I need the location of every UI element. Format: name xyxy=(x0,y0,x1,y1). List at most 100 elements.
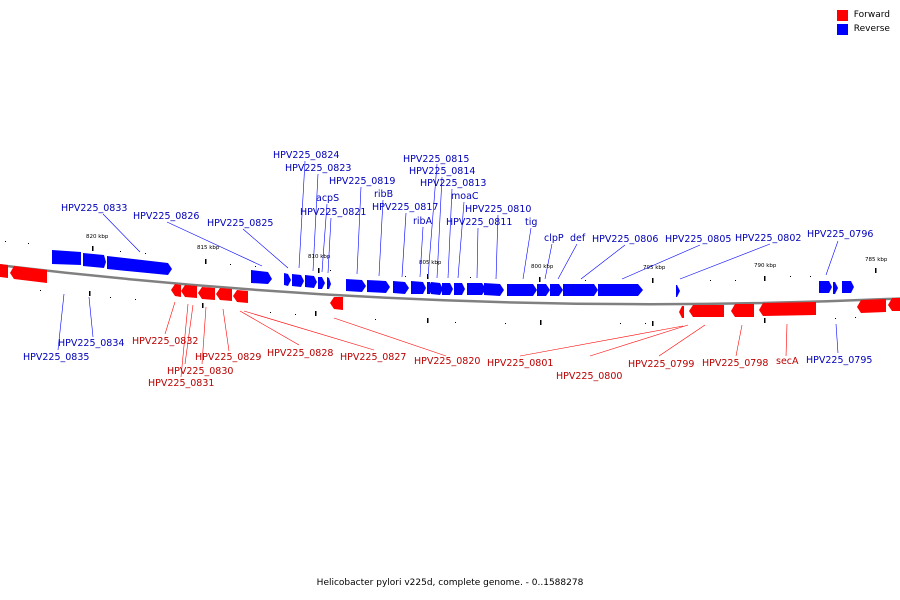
gene-label: acpS xyxy=(316,193,339,204)
gene-arrow xyxy=(679,306,684,318)
gene-label: HPV225_0826 xyxy=(133,211,199,222)
genome-caption: Helicobacter pylori v225d, complete geno… xyxy=(316,578,584,588)
forward-leaders xyxy=(164,301,788,378)
gene-label: HPV225_0825 xyxy=(207,218,273,229)
gene-label: HPV225_0815 xyxy=(403,154,469,165)
legend-item-reverse: Reverse xyxy=(836,22,890,36)
gene-arrow xyxy=(216,288,232,301)
gene-label: HPV225_0813 xyxy=(420,178,486,189)
gene-arrow xyxy=(411,281,426,294)
gene-label: HPV225_0798 xyxy=(702,358,768,369)
gene-label: HPV225_0811 xyxy=(446,217,512,228)
tick-label: 785 kbp xyxy=(865,257,888,263)
genome-axis xyxy=(0,263,900,306)
legend: Forward Reverse xyxy=(836,8,890,36)
tick-label: 820 kbp xyxy=(86,234,109,240)
gene-label: HPV225_0796 xyxy=(807,229,873,240)
gene-label: HPV225_0823 xyxy=(285,163,351,174)
forward-swatch xyxy=(836,9,848,21)
gene-arrow xyxy=(537,284,550,296)
gene-arrow xyxy=(842,281,854,293)
gene-label: moaC xyxy=(451,191,479,202)
gene-arrow xyxy=(233,290,248,303)
tick-label: 795 kbp xyxy=(643,265,666,271)
gene-label: HPV225_0801 xyxy=(487,358,553,369)
gene-arrow xyxy=(550,284,563,296)
major-ticks-bottom xyxy=(89,291,766,326)
reverse-genes xyxy=(52,250,854,297)
gene-label: HPV225_0810 xyxy=(465,204,531,215)
legend-label: Forward xyxy=(853,10,890,20)
gene-label: HPV225_0805 xyxy=(665,234,731,245)
tick-label: 800 kbp xyxy=(531,264,554,270)
tick-label: 790 kbp xyxy=(754,263,777,269)
gene-arrow xyxy=(759,302,816,316)
gene-label: clpP xyxy=(544,233,564,244)
gene-arrow xyxy=(83,253,106,268)
gene-arrow xyxy=(833,282,838,294)
gene-arrow xyxy=(598,284,643,296)
gene-label: HPV225_0827 xyxy=(340,352,406,363)
gene-label: HPV225_0828 xyxy=(267,348,333,359)
gene-arrow xyxy=(330,297,343,310)
gene-label: HPV225_0832 xyxy=(132,336,198,347)
gene-arrow xyxy=(284,273,291,286)
gene-label: HPV225_0831 xyxy=(148,378,214,389)
gene-arrow xyxy=(251,270,272,284)
gene-label: HPV225_0800 xyxy=(556,371,622,382)
reverse-swatch xyxy=(836,23,848,35)
gene-arrow xyxy=(10,266,47,283)
gene-label: HPV225_0819 xyxy=(329,176,395,187)
gene-arrow xyxy=(484,283,504,296)
tick-label: 810 kbp xyxy=(308,254,331,260)
gene-arrow xyxy=(467,283,486,295)
gene-arrow xyxy=(327,277,331,289)
tick-label: 805 kbp xyxy=(419,260,442,266)
gene-arrow xyxy=(689,305,724,317)
gene-arrow xyxy=(367,280,390,293)
gene-arrow xyxy=(442,283,453,295)
gene-arrow xyxy=(171,284,181,297)
gene-arrow xyxy=(393,281,409,294)
gene-arrow xyxy=(431,282,443,295)
reverse-leaders xyxy=(57,160,839,354)
gene-arrow xyxy=(731,304,754,317)
gene-label: HPV225_0802 xyxy=(735,233,801,244)
gene-arrow xyxy=(0,264,8,278)
gene-label: ribB xyxy=(374,189,393,200)
legend-item-forward: Forward xyxy=(836,8,890,22)
gene-label: HPV225_0795 xyxy=(806,355,872,366)
gene-label: HPV225_0799 xyxy=(628,359,694,370)
gene-label: HPV225_0833 xyxy=(61,203,127,214)
gene-label: ribA xyxy=(413,216,433,227)
gene-label: secA xyxy=(776,356,799,367)
gene-arrow xyxy=(857,299,886,313)
minor-ticks xyxy=(5,241,876,324)
gene-label: HPV225_0814 xyxy=(409,166,475,177)
gene-arrow xyxy=(563,284,598,296)
gene-label: HPV225_0835 xyxy=(23,352,89,363)
gene-label: HPV225_0821 xyxy=(300,207,366,218)
gene-label: HPV225_0834 xyxy=(58,338,124,349)
gene-arrow xyxy=(198,287,215,300)
gene-arrow xyxy=(819,281,832,293)
forward-genes xyxy=(0,264,900,318)
gene-arrow xyxy=(318,277,325,289)
gene-label: tig xyxy=(525,217,537,228)
gene-arrow xyxy=(305,275,317,288)
gene-arrow xyxy=(52,250,81,265)
gene-label: HPV225_0817 xyxy=(372,202,438,213)
gene-arrow xyxy=(346,279,366,292)
gene-arrow xyxy=(676,285,680,297)
legend-label: Reverse xyxy=(853,24,890,34)
gene-label: HPV225_0806 xyxy=(592,234,658,245)
gene-label: HPV225_0824 xyxy=(273,150,339,161)
gene-arrow xyxy=(888,298,900,311)
gene-arrow xyxy=(181,285,197,298)
gene-arrow xyxy=(454,283,465,295)
gene-label: HPV225_0820 xyxy=(414,356,480,367)
gene-label: HPV225_0830 xyxy=(167,366,233,377)
gene-label: HPV225_0829 xyxy=(195,352,261,363)
gene-arrow xyxy=(507,284,537,296)
